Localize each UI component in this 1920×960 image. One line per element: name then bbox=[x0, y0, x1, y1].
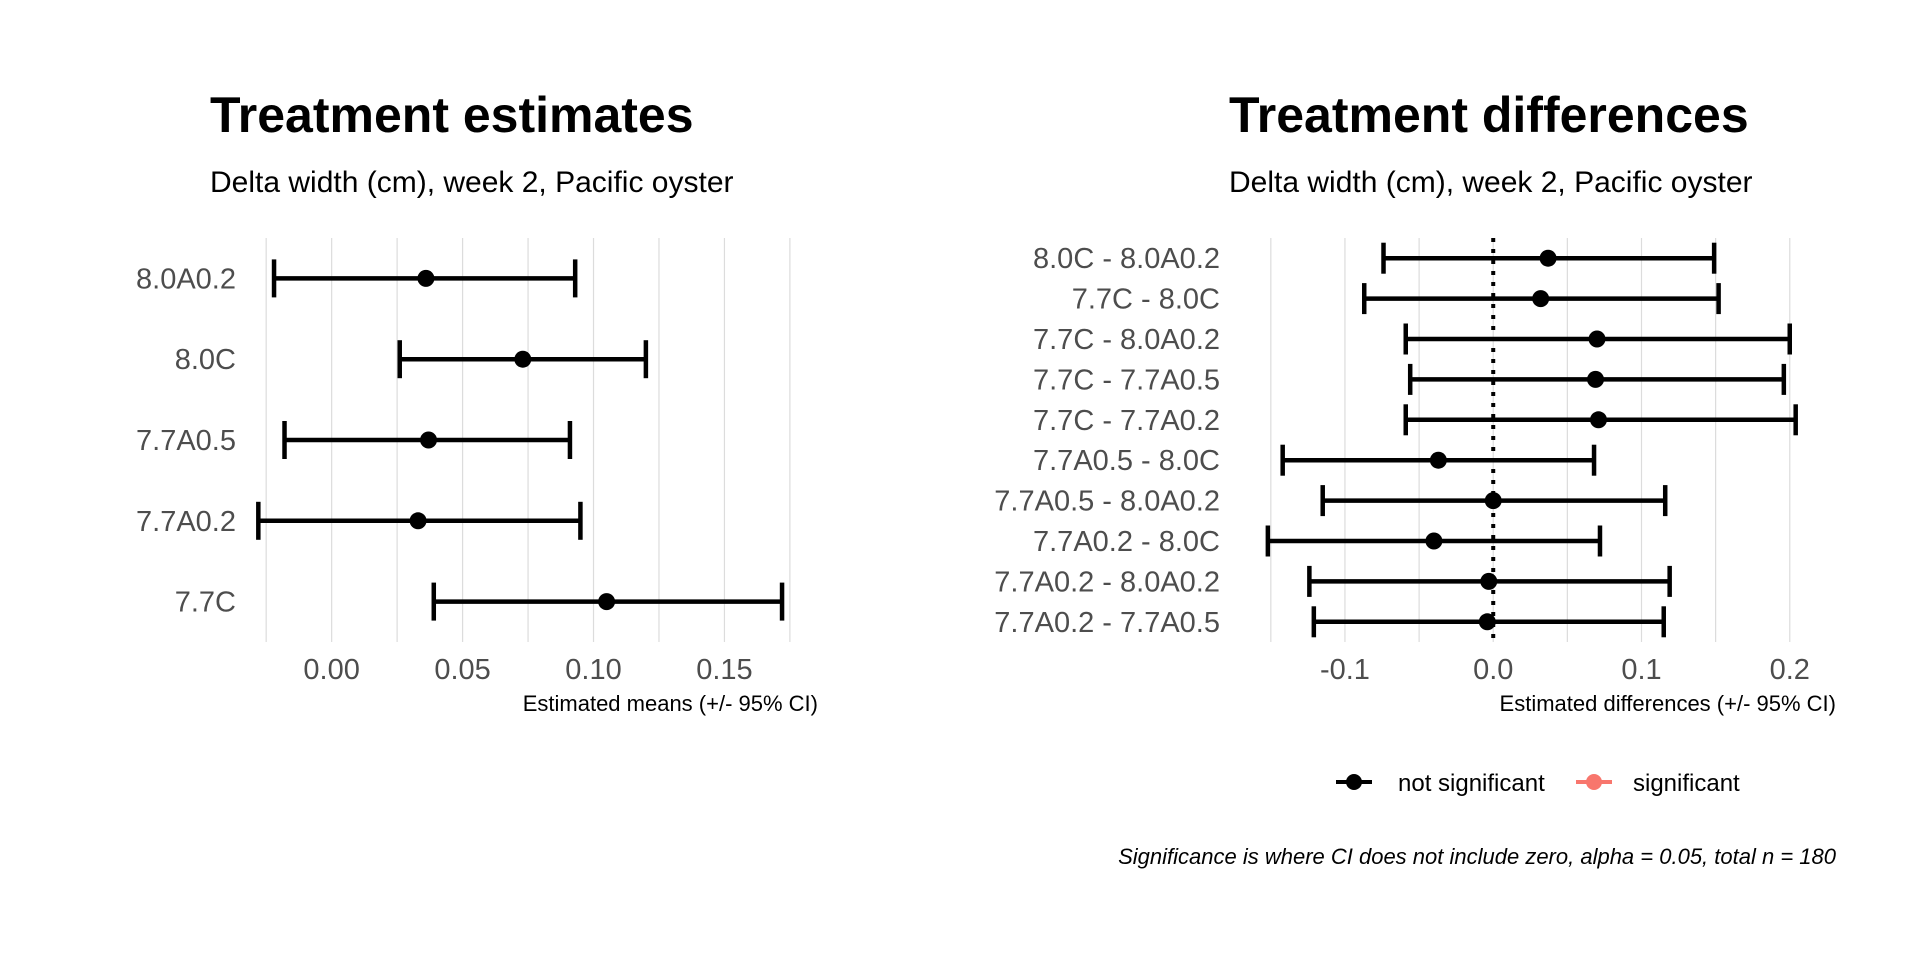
differences-gridlines bbox=[1270, 238, 1791, 642]
differences-category-labels: 8.0C - 8.0A0.2 7.7C - 8.0C 7.7C - 8.0A0.2 7… bbox=[994, 243, 1220, 639]
estimates-panel: Treatment estimates Delta width (cm), we… bbox=[136, 87, 818, 716]
x-tick-label: 0.15 bbox=[696, 654, 752, 686]
differences-x-axis-title: Estimated differences (+/- 95% CI) bbox=[1500, 691, 1836, 716]
differences-title: Treatment differences bbox=[1229, 87, 1749, 143]
x-tick-label: 0.2 bbox=[1770, 654, 1810, 686]
category-label-7-7a0-2-8-0a0-2: 7.7A0.2 - 8.0A0.2 bbox=[994, 566, 1220, 598]
estimates-subtitle: Delta width (cm), week 2, Pacific oyster bbox=[210, 166, 734, 199]
category-label-7-7a0-2-7-7a0-5: 7.7A0.2 - 7.7A0.5 bbox=[994, 607, 1220, 639]
estimates-x-axis-title: Estimated means (+/- 95% CI) bbox=[523, 691, 818, 716]
estimate-point bbox=[1588, 330, 1606, 348]
legend: not significant significant bbox=[1336, 770, 1740, 797]
errorbar-7-7a0-2-7-7a0-5 bbox=[1311, 606, 1666, 638]
estimate-point bbox=[514, 350, 532, 368]
x-tick-label: 0.05 bbox=[434, 654, 490, 686]
category-label-7-7a0-2-8-0c: 7.7A0.2 - 8.0C bbox=[1033, 526, 1220, 558]
legend-not-significant-label: not significant bbox=[1398, 770, 1545, 797]
errorbar-7-7a0-2-8-0c bbox=[1265, 525, 1603, 557]
x-tick-label: 0.1 bbox=[1621, 654, 1661, 686]
category-label-7-7c-7-7a0-2: 7.7C - 7.7A0.2 bbox=[1033, 405, 1220, 437]
estimate-point bbox=[1539, 249, 1557, 267]
legend-item-not-significant: not significant bbox=[1336, 770, 1545, 797]
estimate-point bbox=[1589, 411, 1607, 429]
errorbar-7-7a0-2-8-0a0-2 bbox=[1307, 565, 1672, 597]
estimate-point bbox=[420, 431, 438, 449]
errorbar-7-7a0-5-8-0c bbox=[1280, 444, 1597, 476]
estimate-point bbox=[1532, 290, 1550, 308]
estimate-point bbox=[1587, 370, 1605, 388]
estimate-point bbox=[417, 269, 435, 287]
differences-errorbars bbox=[1265, 242, 1798, 638]
estimates-category-labels: 8.0A0.2 8.0C 7.7A0.5 7.7A0.2 7.7C bbox=[136, 263, 236, 618]
category-label-7-7c-8-0a0-2: 7.7C - 8.0A0.2 bbox=[1033, 324, 1220, 356]
differences-panel: Treatment differences Delta width (cm), … bbox=[994, 87, 1836, 716]
category-label-7-7a0-2: 7.7A0.2 bbox=[136, 506, 236, 538]
category-label-8-0c-8-0a0-2: 8.0C - 8.0A0.2 bbox=[1033, 243, 1220, 275]
category-label-7-7c-8-0c: 7.7C - 8.0C bbox=[1072, 284, 1220, 316]
estimate-point bbox=[1478, 613, 1496, 631]
estimate-point bbox=[1429, 451, 1447, 469]
x-tick-label: 0.00 bbox=[303, 654, 359, 686]
errorbar-7-7c-8-0c bbox=[1361, 283, 1721, 315]
category-label-7-7c: 7.7C bbox=[175, 587, 236, 619]
estimate-point bbox=[1425, 532, 1443, 550]
category-label-7-7a0-5-8-0c: 7.7A0.5 - 8.0C bbox=[1033, 445, 1220, 477]
estimate-point bbox=[1480, 572, 1498, 590]
errorbar-8-0c bbox=[397, 340, 649, 379]
category-label-8-0a0-2: 8.0A0.2 bbox=[136, 263, 236, 295]
x-tick-label: 0.0 bbox=[1473, 654, 1513, 686]
category-label-8-0c: 8.0C bbox=[175, 344, 236, 376]
legend-not-significant-dot bbox=[1346, 774, 1362, 790]
errorbar-7-7c-7-7a0-2 bbox=[1403, 404, 1798, 436]
differences-x-tick-labels: -0.1 0.0 0.1 0.2 bbox=[1320, 654, 1810, 686]
errorbar-8-0a0-2 bbox=[271, 259, 578, 298]
estimate-point bbox=[409, 512, 427, 530]
estimates-x-tick-labels: 0.00 0.05 0.10 0.15 bbox=[303, 654, 752, 686]
significance-caption: Significance is where CI does not includ… bbox=[1118, 844, 1837, 869]
legend-significant-label: significant bbox=[1633, 770, 1740, 797]
estimate-point bbox=[1484, 492, 1502, 510]
category-label-7-7a0-5: 7.7A0.5 bbox=[136, 425, 236, 457]
errorbar-8-0c-8-0a0-2 bbox=[1381, 242, 1717, 274]
errorbar-7-7a0-2 bbox=[256, 501, 583, 540]
differences-subtitle: Delta width (cm), week 2, Pacific oyster bbox=[1229, 166, 1753, 199]
legend-significant-dot bbox=[1586, 774, 1602, 790]
errorbar-7-7c bbox=[431, 582, 785, 621]
legend-item-significant: significant bbox=[1576, 770, 1740, 797]
category-label-7-7c-7-7a0-5: 7.7C - 7.7A0.5 bbox=[1033, 364, 1220, 396]
x-tick-label: 0.10 bbox=[565, 654, 621, 686]
estimate-point bbox=[598, 593, 616, 611]
category-label-7-7a0-5-8-0a0-2: 7.7A0.5 - 8.0A0.2 bbox=[994, 486, 1220, 518]
errorbar-7-7a0-5 bbox=[282, 421, 573, 459]
errorbar-7-7c-7-7a0-5 bbox=[1407, 363, 1787, 395]
errorbar-7-7c-8-0a0-2 bbox=[1403, 323, 1793, 355]
x-tick-label: -0.1 bbox=[1320, 654, 1370, 686]
errorbar-7-7a0-5-8-0a0-2 bbox=[1320, 485, 1668, 517]
estimates-title: Treatment estimates bbox=[210, 87, 694, 143]
estimates-errorbars bbox=[256, 259, 785, 621]
